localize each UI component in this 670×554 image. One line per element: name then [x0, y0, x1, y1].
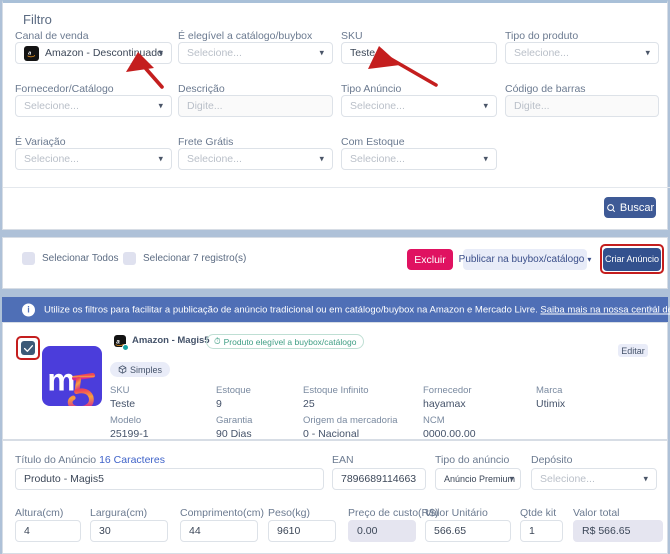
svg-text:a: a [116, 339, 120, 346]
svg-text:m: m [47, 361, 75, 397]
